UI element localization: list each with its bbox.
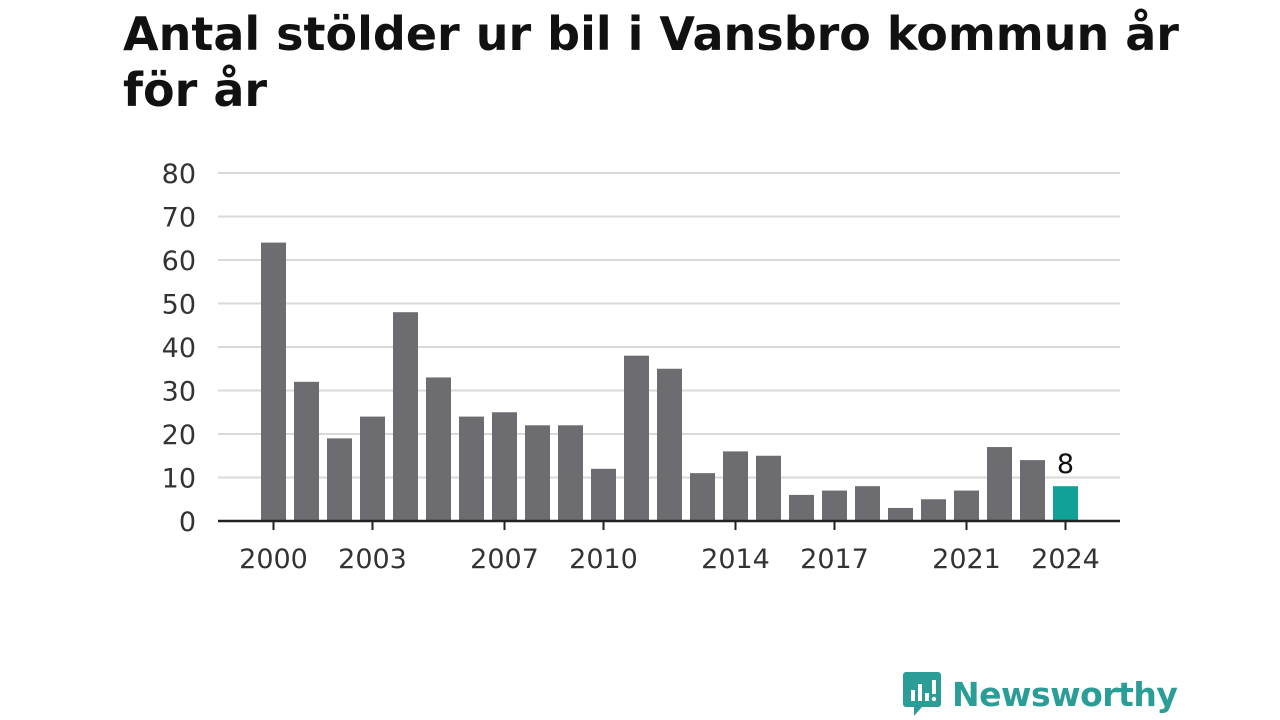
y-tick-label: 0 (179, 507, 196, 538)
bar-2000 (261, 242, 286, 521)
bars (261, 242, 1078, 521)
bar-2010 (591, 468, 616, 521)
bar-2011 (624, 355, 649, 521)
x-tick-label: 2010 (569, 544, 638, 575)
x-tick-label: 2014 (701, 544, 770, 575)
bar-2005 (426, 377, 451, 521)
bar-2022 (987, 447, 1012, 521)
y-tick-label: 70 (162, 203, 196, 234)
bar-2014 (723, 451, 748, 521)
bar-2020 (921, 499, 946, 521)
x-axis-tick-labels: 2000 2003 2007 2010 2014 2017 2021 2024 (239, 544, 1100, 575)
y-tick-label: 60 (162, 246, 196, 277)
y-axis-tick-labels: 0 10 20 30 40 50 60 70 80 (162, 159, 196, 538)
newsworthy-logo-icon (903, 672, 941, 716)
bar-2007 (492, 412, 517, 521)
bar-2004 (393, 312, 418, 521)
bar-2015 (756, 455, 781, 521)
bar-2006 (459, 416, 484, 521)
bar-2012 (657, 368, 682, 521)
data-label: 8 (1057, 449, 1074, 480)
x-axis (218, 519, 1120, 530)
brand-logo: Newsworthy (902, 670, 1178, 718)
bar-2021 (954, 490, 979, 521)
y-tick-label: 80 (162, 159, 196, 190)
bar-2009 (558, 425, 583, 521)
bar-2001 (294, 381, 319, 521)
x-tick-label: 2021 (932, 544, 1001, 575)
bar-2024 (1053, 486, 1078, 521)
x-tick-label: 2003 (338, 544, 407, 575)
bar-2013 (690, 473, 715, 521)
chart-title: Antal stölder ur bil i Vansbro kommun år… (123, 7, 1179, 117)
brand-name: Newsworthy (952, 674, 1178, 714)
y-tick-label: 40 (162, 333, 196, 364)
bar-2019 (888, 507, 913, 521)
bar-2002 (327, 438, 352, 521)
data-labels: 8 (1057, 449, 1074, 480)
bar-2008 (525, 425, 550, 521)
y-tick-label: 20 (162, 420, 196, 451)
bar-2003 (360, 416, 385, 521)
x-tick-label: 2024 (1031, 544, 1100, 575)
bar-2018 (855, 486, 880, 521)
x-tick-label: 2000 (239, 544, 308, 575)
y-tick-label: 50 (162, 290, 196, 321)
y-tick-label: 30 (162, 377, 196, 408)
bar-2023 (1020, 460, 1045, 521)
x-tick-label: 2017 (800, 544, 869, 575)
bar-2017 (822, 490, 847, 521)
x-tick-label: 2007 (470, 544, 539, 575)
y-tick-label: 10 (162, 464, 196, 495)
bar-2016 (789, 494, 814, 521)
